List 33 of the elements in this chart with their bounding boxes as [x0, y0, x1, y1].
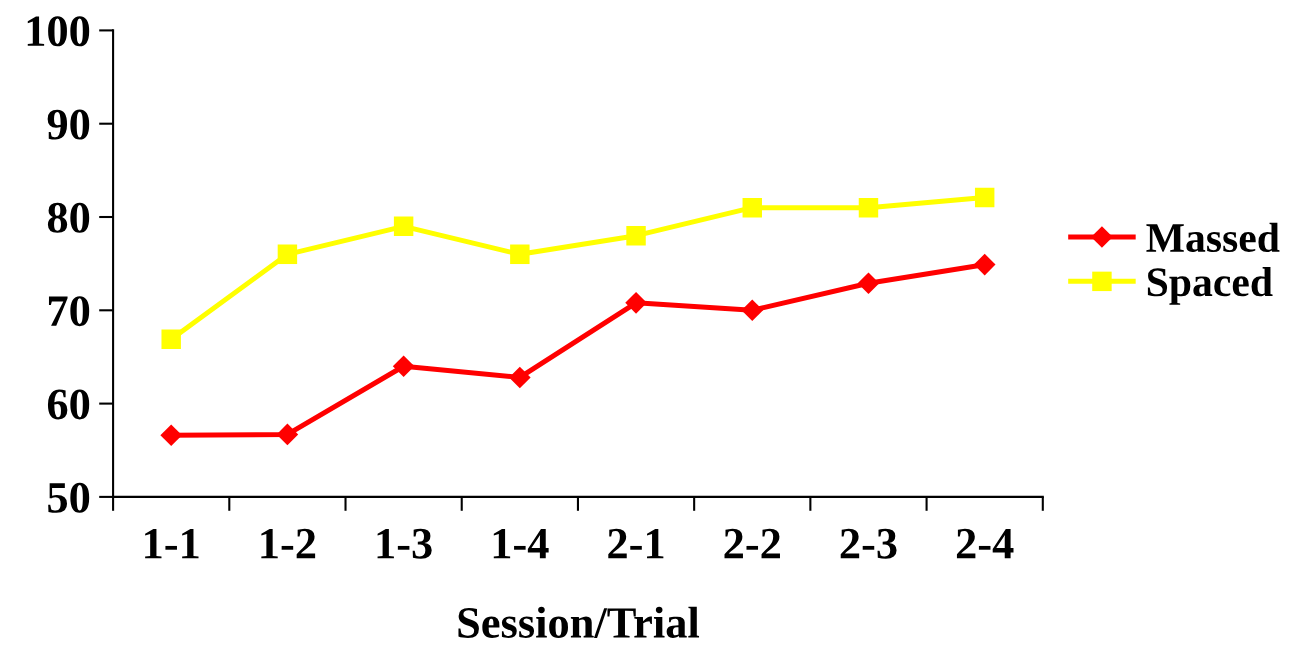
point — [741, 299, 764, 322]
point — [858, 197, 879, 218]
point — [509, 366, 531, 389]
point — [393, 216, 414, 237]
y-tick-label: 80 — [47, 202, 90, 233]
y-tick-label: 100 — [27, 16, 90, 47]
point — [857, 272, 880, 295]
y-tick-label: 70 — [48, 296, 90, 327]
legend-label: Spaced — [1147, 267, 1273, 305]
x-tick-label: 2-1 — [608, 528, 664, 559]
point — [974, 187, 995, 208]
point — [973, 253, 996, 276]
point — [625, 292, 647, 314]
point — [392, 355, 415, 378]
y-tick-label: 60 — [47, 389, 90, 420]
point — [161, 329, 181, 349]
x-tick-label: 1-2 — [261, 528, 316, 559]
point — [626, 225, 646, 246]
y-tick-label: 50 — [48, 482, 90, 513]
point — [276, 423, 299, 446]
point — [277, 244, 298, 265]
y-tick-label: 90 — [47, 109, 90, 140]
point — [510, 244, 530, 265]
x-tick-label: 1-4 — [493, 528, 549, 559]
point — [742, 197, 762, 218]
x-tick-label: 2-2 — [724, 528, 780, 559]
x-tick-label: 2-3 — [840, 528, 897, 559]
x-tick-label: 1-3 — [377, 528, 432, 559]
legend-label: Massed — [1146, 222, 1280, 253]
x-tick-label: 1-1 — [145, 528, 199, 559]
point — [160, 424, 182, 447]
x-tick-label: 2-4 — [956, 528, 1014, 559]
x-axis-title: Session/Trial — [458, 606, 700, 638]
